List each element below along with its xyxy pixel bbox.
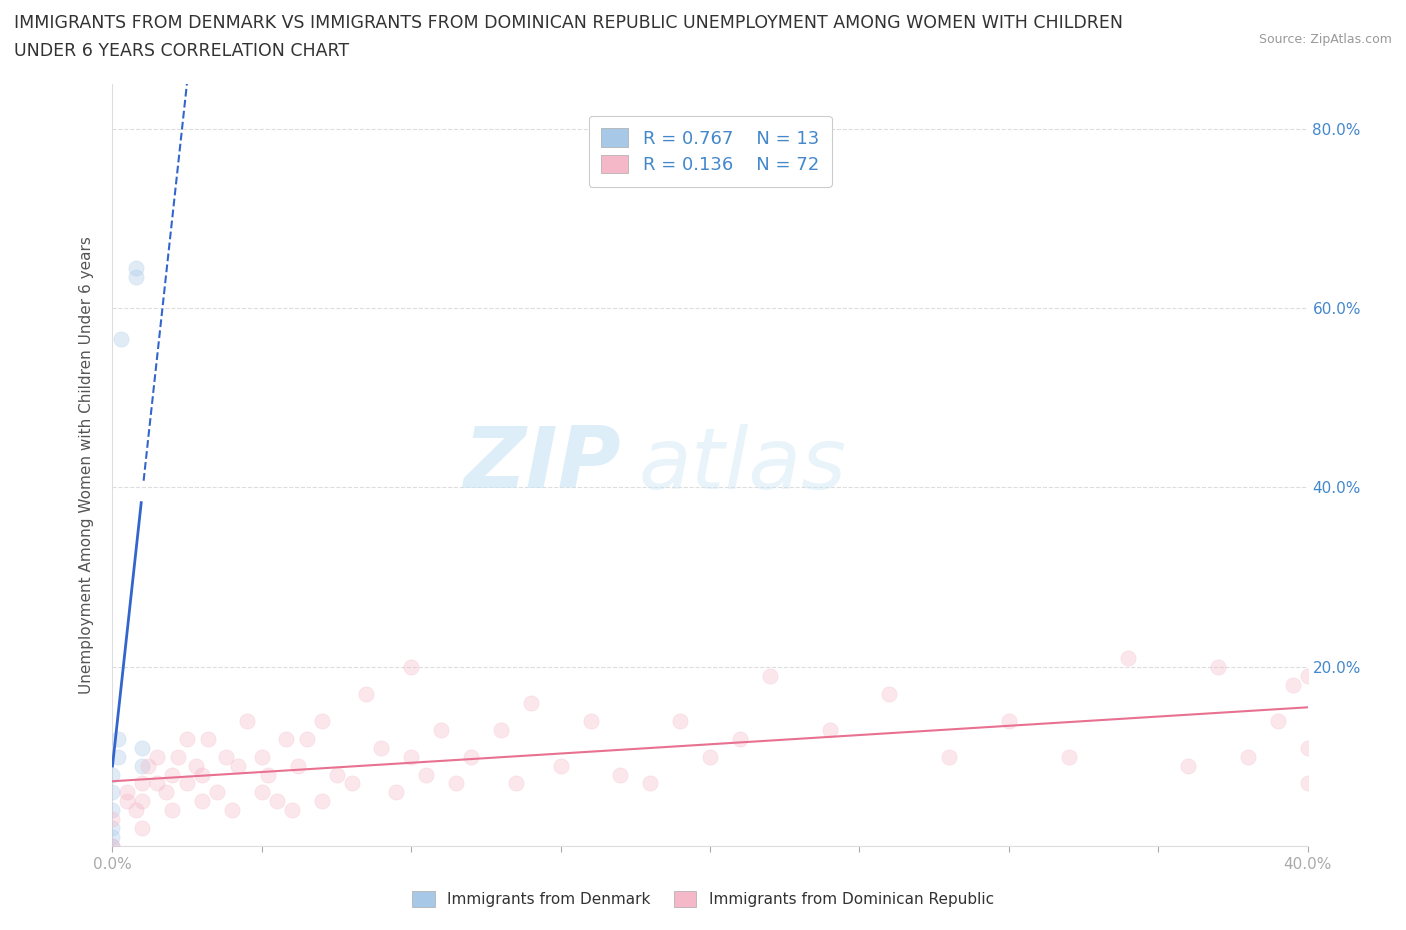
Point bbox=[110, 332, 132, 347]
Point bbox=[505, 776, 527, 790]
Point bbox=[340, 776, 363, 790]
Point bbox=[415, 767, 437, 782]
Legend: R = 0.767    N = 13, R = 0.136    N = 72: R = 0.767 N = 13, R = 0.136 N = 72 bbox=[589, 115, 831, 187]
Point bbox=[131, 758, 153, 773]
Point bbox=[550, 758, 572, 773]
Point bbox=[226, 758, 249, 773]
Point bbox=[287, 758, 309, 773]
Point bbox=[131, 821, 153, 836]
Point bbox=[236, 713, 259, 728]
Point bbox=[1296, 669, 1319, 684]
Point bbox=[107, 731, 129, 746]
Point bbox=[311, 794, 333, 809]
Point bbox=[125, 269, 148, 284]
Text: ZIP: ZIP bbox=[463, 423, 620, 507]
Point bbox=[325, 767, 347, 782]
Point bbox=[101, 785, 124, 800]
Point bbox=[401, 750, 423, 764]
Point bbox=[101, 821, 124, 836]
Point bbox=[117, 785, 139, 800]
Point bbox=[489, 723, 512, 737]
Text: IMMIGRANTS FROM DENMARK VS IMMIGRANTS FROM DOMINICAN REPUBLIC UNEMPLOYMENT AMONG: IMMIGRANTS FROM DENMARK VS IMMIGRANTS FR… bbox=[14, 14, 1123, 32]
Point bbox=[1237, 750, 1260, 764]
Point bbox=[131, 776, 153, 790]
Point bbox=[579, 713, 602, 728]
Point bbox=[250, 750, 273, 764]
Point bbox=[131, 794, 153, 809]
Text: atlas: atlas bbox=[638, 423, 846, 507]
Text: UNDER 6 YEARS CORRELATION CHART: UNDER 6 YEARS CORRELATION CHART bbox=[14, 42, 349, 60]
Point bbox=[155, 785, 177, 800]
Point bbox=[146, 750, 169, 764]
Point bbox=[191, 794, 214, 809]
Point bbox=[257, 767, 280, 782]
Point bbox=[699, 750, 721, 764]
Point bbox=[1206, 659, 1229, 674]
Point bbox=[370, 740, 392, 755]
Point bbox=[1296, 776, 1319, 790]
Point bbox=[125, 803, 148, 817]
Point bbox=[191, 767, 214, 782]
Point bbox=[221, 803, 243, 817]
Point bbox=[759, 669, 782, 684]
Point bbox=[460, 750, 482, 764]
Point bbox=[176, 731, 198, 746]
Point bbox=[430, 723, 453, 737]
Point bbox=[818, 723, 841, 737]
Point bbox=[728, 731, 751, 746]
Point bbox=[186, 758, 208, 773]
Point bbox=[1177, 758, 1199, 773]
Point bbox=[101, 839, 124, 854]
Point bbox=[609, 767, 631, 782]
Point bbox=[1281, 677, 1303, 692]
Point bbox=[385, 785, 408, 800]
Point bbox=[146, 776, 169, 790]
Point bbox=[520, 696, 543, 711]
Point bbox=[117, 794, 139, 809]
Legend: Immigrants from Denmark, Immigrants from Dominican Republic: Immigrants from Denmark, Immigrants from… bbox=[406, 884, 1000, 913]
Text: Source: ZipAtlas.com: Source: ZipAtlas.com bbox=[1258, 33, 1392, 46]
Point bbox=[215, 750, 238, 764]
Point bbox=[1057, 750, 1080, 764]
Point bbox=[281, 803, 304, 817]
Point bbox=[640, 776, 662, 790]
Point bbox=[444, 776, 467, 790]
Point bbox=[205, 785, 228, 800]
Point bbox=[101, 812, 124, 827]
Point bbox=[176, 776, 198, 790]
Point bbox=[938, 750, 960, 764]
Point bbox=[266, 794, 288, 809]
Point bbox=[101, 839, 124, 854]
Point bbox=[401, 659, 423, 674]
Point bbox=[669, 713, 692, 728]
Point bbox=[1296, 740, 1319, 755]
Point bbox=[101, 830, 124, 844]
Point bbox=[138, 758, 160, 773]
Point bbox=[311, 713, 333, 728]
Point bbox=[101, 803, 124, 817]
Point bbox=[1118, 650, 1140, 665]
Point bbox=[295, 731, 318, 746]
Point bbox=[162, 767, 183, 782]
Point bbox=[107, 750, 129, 764]
Point bbox=[250, 785, 273, 800]
Point bbox=[197, 731, 219, 746]
Point bbox=[101, 767, 124, 782]
Point bbox=[879, 686, 901, 701]
Point bbox=[274, 731, 297, 746]
Point bbox=[162, 803, 183, 817]
Point bbox=[356, 686, 378, 701]
Point bbox=[167, 750, 190, 764]
Point bbox=[125, 260, 148, 275]
Y-axis label: Unemployment Among Women with Children Under 6 years: Unemployment Among Women with Children U… bbox=[79, 236, 94, 694]
Point bbox=[1267, 713, 1289, 728]
Point bbox=[131, 740, 153, 755]
Point bbox=[998, 713, 1021, 728]
